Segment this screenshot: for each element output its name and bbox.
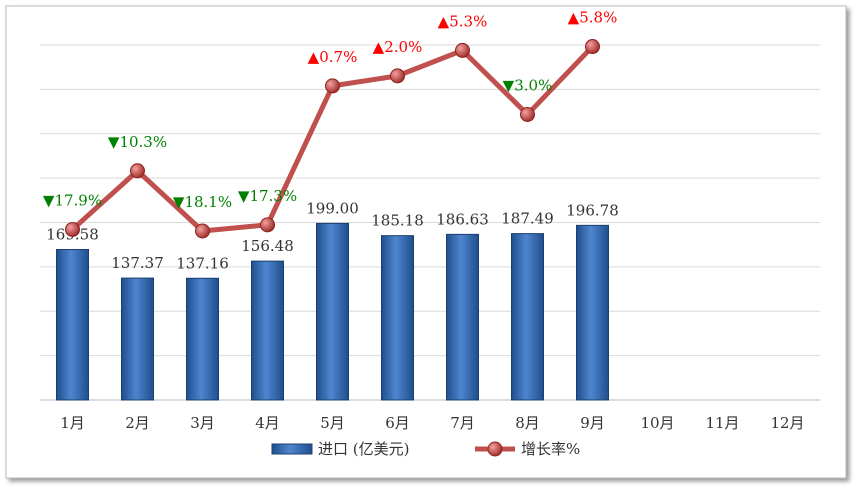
bar — [121, 277, 154, 401]
x-tick-label: 4月 — [255, 414, 280, 432]
bar-value-label: 137.16 — [176, 254, 229, 272]
x-tick-label: 3月 — [190, 414, 215, 432]
x-tick-label: 1月 — [60, 414, 85, 432]
bar-value-label: 156.48 — [241, 237, 294, 255]
line-marker — [520, 106, 535, 122]
x-tick-label: 11月 — [705, 414, 739, 432]
bar — [576, 224, 609, 401]
x-tick-label: 2月 — [125, 414, 150, 432]
legend-label: 增长率% — [521, 440, 580, 458]
bar — [56, 248, 89, 401]
legend-label: 进口 (亿美元) — [318, 440, 409, 458]
line-value-label: ▼18.1% — [173, 193, 232, 211]
line-marker — [130, 163, 145, 179]
legend-swatch — [271, 443, 313, 455]
line-marker — [585, 39, 600, 55]
line-value-label: ▲5.8% — [568, 9, 618, 27]
line-value-label: ▲5.3% — [438, 12, 488, 30]
x-tick-label: 6月 — [385, 414, 410, 432]
line-marker — [325, 78, 340, 94]
bar-value-label: 199.00 — [306, 199, 359, 217]
line-marker — [65, 221, 80, 237]
bar-value-label: 137.37 — [111, 254, 164, 272]
x-tick-label: 9月 — [580, 414, 605, 432]
bar — [511, 233, 544, 401]
line-value-label: ▲2.0% — [373, 38, 423, 56]
bar — [186, 277, 219, 401]
x-tick-label: 5月 — [320, 414, 345, 432]
x-tick-label: 10月 — [640, 414, 674, 432]
line-marker — [195, 223, 210, 239]
bar — [446, 233, 479, 401]
line-value-label: ▼17.9% — [43, 191, 102, 209]
line-value-label: ▼17.3% — [238, 187, 297, 205]
frame — [5, 5, 847, 479]
line-marker — [390, 68, 405, 84]
line-marker — [455, 42, 470, 58]
bar — [316, 222, 349, 401]
line-marker — [260, 217, 275, 233]
bar-value-label: 186.63 — [436, 210, 489, 228]
x-tick-label: 8月 — [515, 414, 540, 432]
x-tick-label: 7月 — [450, 414, 475, 432]
bar — [251, 260, 284, 401]
bar-value-label: 185.18 — [371, 212, 424, 230]
line-value-label: ▼3.0% — [503, 76, 553, 94]
bar-value-label: 187.49 — [501, 210, 554, 228]
legend-swatch-marker — [487, 441, 503, 457]
x-tick-label: 12月 — [770, 414, 804, 432]
line-value-label: ▲0.7% — [308, 48, 358, 66]
bar-value-label: 196.78 — [566, 201, 619, 219]
line-value-label: ▼10.3% — [108, 133, 167, 151]
bar — [381, 235, 414, 401]
